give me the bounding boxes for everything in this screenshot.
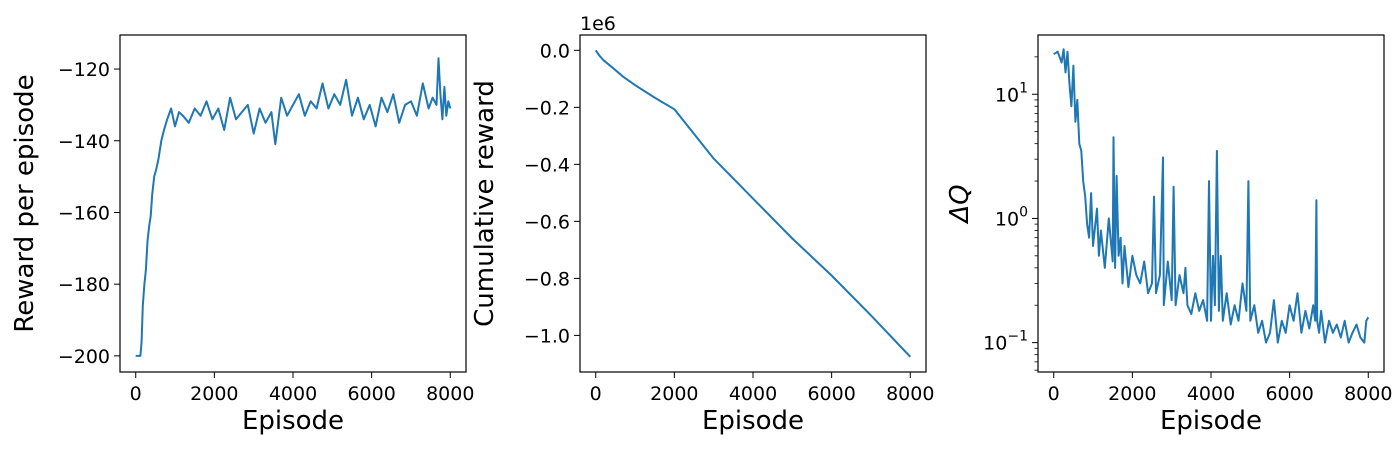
x-axis-label: Episode bbox=[242, 406, 344, 436]
y-tick-label: −0.6 bbox=[524, 211, 570, 233]
x-tick-label: 4000 bbox=[1187, 383, 1235, 405]
y-axis-label: Cumulative reward bbox=[470, 80, 500, 327]
y-tick-label: −180 bbox=[58, 274, 110, 296]
y-tick-label: 100 bbox=[995, 204, 1028, 230]
x-tick-label: 2000 bbox=[190, 383, 238, 405]
series-line-1-1 bbox=[135, 57, 452, 357]
x-axis-label: Episode bbox=[702, 406, 804, 436]
y-tick-label: 10−1 bbox=[983, 329, 1028, 355]
x-tick-label: 8000 bbox=[1344, 383, 1392, 405]
y-tick-label: −0.8 bbox=[524, 268, 570, 290]
x-axis-label: Episode bbox=[1160, 406, 1262, 436]
y-tick-label: −0.4 bbox=[524, 154, 570, 176]
x-tick-label: 0 bbox=[1048, 383, 1060, 405]
x-tick-label: 2000 bbox=[650, 383, 698, 405]
x-tick-label: 6000 bbox=[1265, 383, 1313, 405]
y-tick-label: −120 bbox=[58, 59, 110, 81]
x-tick-label: 8000 bbox=[426, 383, 474, 405]
y-axis-label: Reward per episode bbox=[10, 74, 40, 332]
x-tick-label: 8000 bbox=[886, 383, 934, 405]
y-tick-label: −200 bbox=[58, 346, 110, 368]
chart-panel-3: 0 2000 4000 6000 8000 10−1 100 101 Episode ΔQ bbox=[945, 34, 1392, 436]
x-tick-label: 0 bbox=[590, 383, 602, 405]
x-tick-label: 2000 bbox=[1108, 383, 1156, 405]
y-tick-label: 0.0 bbox=[540, 40, 570, 62]
panels: 0 2000 4000 6000 8000 −200 −180 −160 −140 −120 Epi… bbox=[10, 13, 1392, 436]
x-tick-label: 6000 bbox=[807, 383, 855, 405]
y-tick-label: −160 bbox=[58, 202, 110, 224]
y-tick-label: −1.0 bbox=[524, 325, 570, 347]
series-line-2-1 bbox=[594, 49, 912, 358]
chart-panel-2: 0 2000 4000 6000 8000 0.0 −0.2 −0.4 −0.6 −0.8 −1.0… bbox=[470, 13, 934, 436]
x-tick-label: 0 bbox=[130, 383, 142, 405]
series-line-3-1 bbox=[1053, 48, 1370, 344]
y-axis-label: ΔQ bbox=[945, 184, 975, 224]
y-tick-label: −0.2 bbox=[524, 97, 570, 119]
x-tick-label: 4000 bbox=[729, 383, 777, 405]
x-tick-label: 6000 bbox=[347, 383, 395, 405]
y-offset-label: 1e6 bbox=[580, 13, 616, 35]
y-tick-label: −140 bbox=[58, 131, 110, 153]
chart-panel-1: 0 2000 4000 6000 8000 −200 −180 −160 −140 −120 Epi… bbox=[10, 34, 474, 436]
x-tick-label: 4000 bbox=[269, 383, 317, 405]
y-tick-label: 101 bbox=[995, 80, 1028, 106]
